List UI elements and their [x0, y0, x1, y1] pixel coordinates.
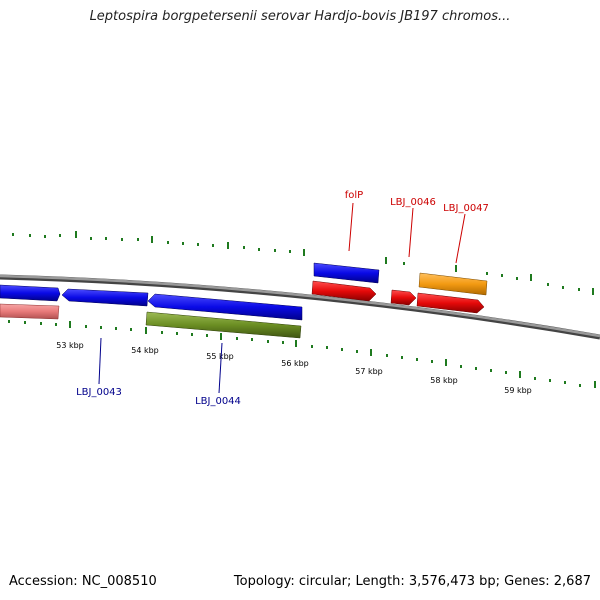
gene-lbj0044-upper[interactable]: [147, 293, 303, 321]
scale-label: 58 kbp: [430, 376, 458, 385]
scale-label: 59 kbp: [504, 386, 532, 395]
gene-label-lbj0047[interactable]: LBJ_0047: [443, 203, 489, 214]
accession-text: Accession: NC_008510: [9, 574, 157, 589]
gene-label-lbj0046[interactable]: LBJ_0046: [390, 197, 436, 208]
gene-lbj0047[interactable]: [416, 292, 485, 314]
scale-label: 53 kbp: [56, 341, 84, 350]
scale-label: 55 kbp: [206, 352, 234, 361]
lbj0046-leader: [408, 207, 414, 258]
gene-pink[interactable]: [0, 303, 60, 320]
scale-label: 57 kbp: [355, 367, 383, 376]
inner-tick-row: [8, 320, 596, 388]
gene-lbj0044-lower[interactable]: [145, 311, 302, 339]
lbj0044-leader: [218, 342, 223, 394]
scale-labels: 53 kbp 54 kbp 55 kbp 56 kbp 57 kbp 58 kb…: [56, 341, 532, 395]
gene-orange[interactable]: [418, 272, 488, 296]
scale-label: 56 kbp: [281, 359, 309, 368]
lbj0043-leader: [98, 337, 102, 385]
folp-leader: [348, 202, 354, 252]
gene-label-lbj0043[interactable]: LBJ_0043: [76, 387, 122, 398]
outer-tick-row: [12, 231, 594, 295]
gene-lbj0046[interactable]: [390, 289, 417, 306]
gene-folp-forward[interactable]: [313, 262, 380, 284]
genome-backbone: [0, 274, 600, 338]
gene-lbj0043[interactable]: [61, 288, 149, 307]
gene-folp[interactable]: [311, 280, 377, 302]
backbone-group: [0, 274, 600, 340]
gene-label-folp[interactable]: folP: [345, 190, 363, 201]
genome-summary-text: Topology: circular; Length: 3,576,473 bp…: [233, 574, 591, 589]
map-title: Leptospira borgpetersenii serovar Hardjo…: [89, 9, 511, 24]
scale-label: 54 kbp: [131, 346, 159, 355]
gene-forward-lbj0042[interactable]: [0, 284, 61, 302]
gene-label-lbj0044[interactable]: LBJ_0044: [195, 396, 241, 407]
label-leaders: [98, 202, 466, 394]
gene-features: [0, 262, 488, 339]
gene-labels: folP LBJ_0046 LBJ_0047 LBJ_0043 LBJ_0044: [76, 190, 489, 407]
lbj0047-leader: [455, 213, 466, 264]
